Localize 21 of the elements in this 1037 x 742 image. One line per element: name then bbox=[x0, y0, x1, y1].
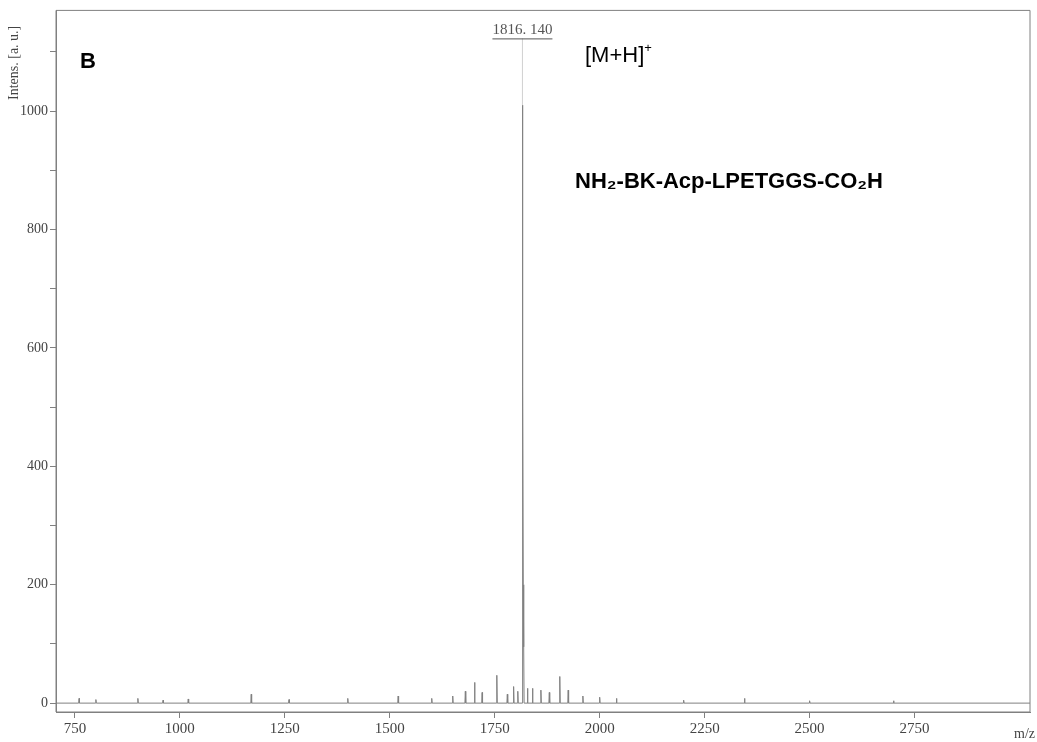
y-tick-label: 200 bbox=[27, 576, 48, 592]
annotation: 1816. 140 bbox=[492, 21, 553, 38]
x-tick-label: 750 bbox=[63, 719, 87, 736]
x-tick-label: 2000 bbox=[584, 719, 615, 736]
annotation: NH₂-BK-Acp-LPETGGS-CO₂H bbox=[575, 168, 883, 193]
y-tick-label: 0 bbox=[41, 694, 48, 710]
y-tick-label: 800 bbox=[27, 221, 48, 237]
annotation: [M+H]+ bbox=[585, 40, 652, 67]
x-tick-label: 2250 bbox=[689, 719, 720, 736]
annotation: B bbox=[80, 48, 96, 73]
x-tick-label: 1250 bbox=[269, 719, 300, 736]
y-tick-label: 400 bbox=[27, 457, 48, 473]
x-tick-label: 1000 bbox=[164, 719, 195, 736]
y-tick-label: 1000 bbox=[20, 102, 48, 118]
x-tick-label: 2500 bbox=[794, 719, 825, 736]
y-tick-label: 600 bbox=[27, 339, 48, 355]
x-tick-label: 1750 bbox=[479, 719, 510, 736]
x-axis-title: m/z bbox=[1014, 726, 1035, 741]
y-axis-title: Intens. [a. u.] bbox=[6, 25, 21, 100]
x-tick-label: 1500 bbox=[374, 719, 405, 736]
x-tick-label: 2750 bbox=[899, 719, 930, 736]
